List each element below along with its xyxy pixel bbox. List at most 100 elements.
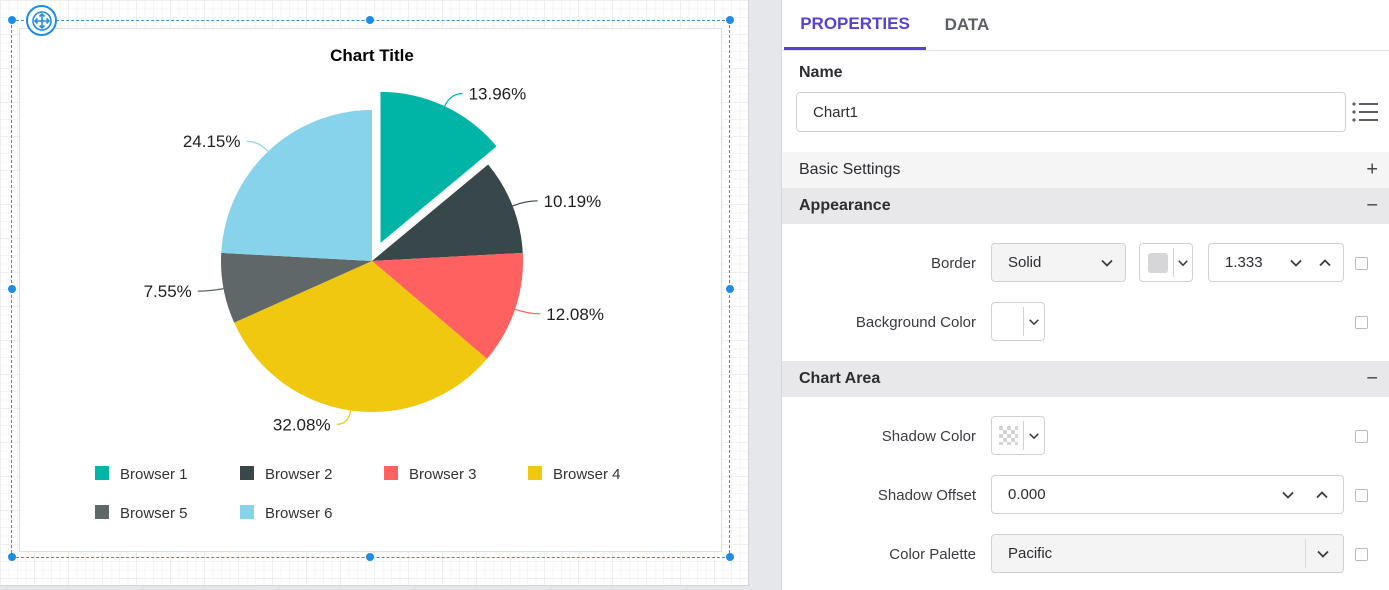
legend-label[interactable]: Browser 4 [553,466,621,483]
color-palette-dropdown[interactable]: Pacific [991,534,1344,573]
data-label-connector [336,410,352,425]
section-chart-area[interactable]: Chart Area − [782,361,1389,397]
divider [1023,421,1024,450]
chevron-down-icon [1029,433,1039,440]
divider [1305,539,1306,568]
data-label: 24.15% [183,132,241,151]
data-label: 13.96% [469,85,527,104]
pie-slices [221,91,523,413]
data-label-connector [246,140,269,152]
border-label: Border [930,255,976,272]
data-label: 12.08% [546,305,604,324]
legend-swatch[interactable] [95,466,109,480]
legend-swatch[interactable] [528,466,542,480]
data-label: 32.08% [273,415,331,434]
legend-swatch[interactable] [95,505,109,519]
chevron-down-icon[interactable] [1281,488,1295,502]
legend-label[interactable]: Browser 6 [265,505,333,522]
color-palette-checkbox[interactable] [1355,548,1368,561]
pie-slice[interactable] [380,91,497,243]
section-basic-settings-label: Basic Settings [799,161,901,178]
pie-slice[interactable] [372,252,523,359]
background-color-checkbox[interactable] [1355,316,1368,329]
color-palette-label: Color Palette [889,546,976,563]
chart-item[interactable]: Chart Title 13.96% 10.19% 12.08% 32.08% 7.55… [19,28,722,552]
name-input[interactable]: Chart1 [796,92,1346,132]
chevron-up-icon[interactable] [1315,488,1329,502]
shadow-offset-label: Shadow Offset [877,487,976,504]
chevron-down-icon [1178,260,1188,267]
shadow-offset-checkbox[interactable] [1355,489,1368,502]
transparent-swatch-icon [999,426,1018,445]
shadow-color-picker[interactable] [991,416,1045,455]
resize-handle-bottom-right[interactable] [726,553,734,561]
data-label-connector [514,308,541,315]
properties-panel: PROPERTIES DATA Name Chart1 Basic Settin… [781,0,1389,590]
name-input-value: Chart1 [813,103,859,121]
move-handle[interactable] [26,5,57,36]
shadow-color-label: Shadow Color [881,428,976,445]
shadow-offset-value: 0.000 [1008,486,1046,503]
border-checkbox[interactable] [1355,257,1368,270]
pie-slice[interactable] [221,110,372,261]
move-icon [31,10,52,31]
resize-handle-left[interactable] [8,285,16,293]
pie-chart: Chart Title 13.96% 10.19% 12.08% 32.08% 7.55… [95,46,621,522]
legend-label[interactable]: Browser 2 [265,466,333,483]
resize-handle-top-left[interactable] [8,16,16,24]
border-color-swatch [1148,253,1168,273]
border-color-picker[interactable] [1139,243,1193,282]
border-width-stepper[interactable]: 1.333 [1208,243,1344,282]
resize-handle-bottom-left[interactable] [8,553,16,561]
list-icon[interactable] [1351,101,1379,123]
section-appearance-label: Appearance [799,197,891,214]
resize-handle-right[interactable] [726,285,734,293]
chevron-down-icon [1101,259,1113,267]
name-label: Name [799,64,843,81]
legend-swatch[interactable] [384,466,398,480]
border-style-value: Solid [1008,254,1042,271]
resize-handle-top[interactable] [366,16,374,24]
data-label: 10.19% [544,192,602,211]
border-style-dropdown[interactable]: Solid [991,243,1126,282]
tab-properties[interactable]: PROPERTIES [784,0,926,50]
divider [1173,248,1174,277]
panel-tabs: PROPERTIES DATA [782,0,1389,51]
tab-data[interactable]: DATA [944,15,990,34]
collapse-icon[interactable]: − [1366,367,1378,390]
pie-slice[interactable] [234,261,487,413]
legend-swatch[interactable] [240,466,254,480]
design-surface: Chart Title 13.96% 10.19% 12.08% 32.08% 7.55… [0,0,749,586]
data-labels: 13.96% 10.19% 12.08% 32.08% 7.55% 24.15% [144,85,604,435]
collapse-icon[interactable]: − [1366,194,1378,217]
color-palette-value: Pacific [1008,545,1053,562]
pie-slice[interactable] [221,252,372,323]
chevron-down-icon [1029,319,1039,326]
chart-legend: Browser 1 Browser 2 Browser 3 Browser 4 Brow… [95,466,621,522]
resize-handle-bottom[interactable] [366,553,374,561]
shadow-offset-stepper[interactable]: 0.000 [991,475,1344,514]
data-label: 7.55% [144,282,192,301]
chevron-down-icon [1317,550,1329,558]
divider [1023,307,1024,336]
legend-label[interactable]: Browser 1 [120,466,188,483]
chevron-down-icon[interactable] [1289,256,1303,270]
border-width-value: 1.333 [1225,254,1263,271]
resize-handle-top-right[interactable] [726,16,734,24]
data-label-connector [197,288,224,292]
data-label-connectors [197,92,541,425]
legend-label[interactable]: Browser 5 [120,505,188,522]
background-color-label: Background Color [855,314,976,331]
data-label-connector [512,200,538,207]
legend-swatch[interactable] [240,505,254,519]
shadow-color-checkbox[interactable] [1355,430,1368,443]
background-color-picker[interactable] [991,302,1045,341]
section-basic-settings[interactable]: Basic Settings + [782,152,1389,188]
pie-slice[interactable] [372,164,523,261]
legend-label[interactable]: Browser 3 [409,466,477,483]
chevron-up-icon[interactable] [1318,256,1332,270]
data-label-connector [444,92,463,107]
section-appearance[interactable]: Appearance − [782,188,1389,224]
expand-icon[interactable]: + [1366,158,1378,181]
